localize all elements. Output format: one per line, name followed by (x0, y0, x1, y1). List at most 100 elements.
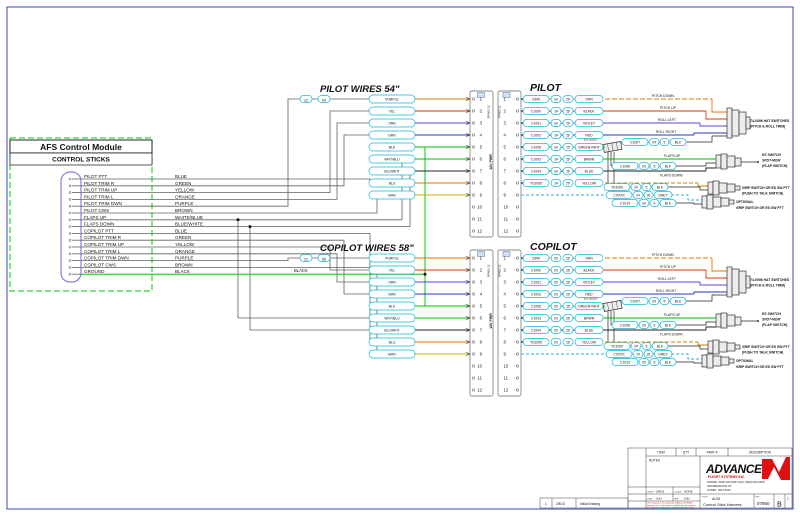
svg-text:TD1009: TD1009 (611, 185, 623, 189)
signal-name: PILOT CWS (84, 208, 109, 213)
wire-length: 26 (566, 256, 570, 260)
rev-date: 2/8/13 (556, 502, 565, 506)
wire-awg: 24 (554, 121, 558, 125)
pin-socket-icon (515, 376, 519, 380)
wire-color: YELLOW (582, 181, 597, 185)
wire-color: GREEN+WHT (578, 304, 600, 308)
svg-text:6: 6 (654, 201, 656, 205)
brand-logo-mark (762, 457, 790, 480)
brand-address-2: CANBY, OR 97013 (707, 488, 731, 492)
pin-number-left: 9 (480, 352, 483, 357)
pin-number-right: 4 (504, 292, 507, 297)
wire-color-label: GRN (388, 134, 396, 138)
flap-switch-label-3: (FLAP SWITCH) (762, 164, 788, 168)
svg-text:26: 26 (647, 193, 651, 197)
wire-color-label: WHT/BLU (384, 158, 400, 162)
pin-number-left: 7 (480, 328, 483, 333)
wire-length: 26 (566, 157, 570, 161)
brand-address-1: 328 REDWOOD ST (707, 484, 732, 488)
pin-socket-icon (471, 205, 475, 209)
pin-number-right: 10 (504, 205, 509, 210)
pin-number-right: 2 (504, 268, 507, 273)
pin-socket-icon (471, 256, 475, 260)
optional-label-2: GRIP SWITCH OR ES SW PTT (736, 365, 785, 369)
hat-switch-label-1: T4-0096 HAT SWITCHES (750, 278, 790, 282)
wire-code: TD1005 (530, 181, 542, 185)
dsub-pin-icon (68, 204, 72, 208)
latch-icon (477, 92, 485, 98)
flap-switch-label-3: (FLAP SWITCH) (762, 323, 788, 327)
pin-socket-icon (515, 340, 519, 344)
signal-wire-color: YELLOW (175, 242, 195, 247)
wire-awg: 24 (554, 268, 558, 272)
signal-wire-color: BLUE (175, 228, 187, 233)
pin-number-left: 1 (480, 97, 483, 102)
pin-number-right: 8 (504, 340, 507, 345)
power-vertical-label: 12V PWR (489, 154, 493, 170)
svg-text:24: 24 (642, 323, 646, 327)
pin-number-right: 9 (504, 352, 507, 357)
pin-socket-icon (471, 121, 475, 125)
copilot-right-wire-rows: C999 24 26 ORN C1000 24 26 BLACK C1001 2… (520, 254, 716, 346)
wire-color-label: PURPLE (385, 257, 399, 261)
col-qty: QTY (683, 451, 690, 455)
signal-name: COPILOT TRIM R (84, 235, 122, 240)
svg-text:24: 24 (642, 201, 646, 205)
signal-wire-color: PURPLE (175, 201, 193, 206)
optional-grip-switch-icon (701, 353, 735, 369)
connector-part-right: 1PWS-12 (498, 264, 502, 277)
notes-label: NOTES (649, 459, 660, 463)
svg-text:BLK: BLK (675, 140, 682, 144)
section-label: COPILOT (530, 241, 578, 253)
wire-length: 26 (566, 133, 570, 137)
junction-dot (423, 272, 427, 276)
signal-name: FLAPS DOWN (84, 222, 114, 227)
wire-length: 26 (566, 340, 570, 344)
wire-length: 26 (566, 292, 570, 296)
wire-color: VIOLET (583, 280, 595, 284)
pin-number-right: 1 (504, 256, 507, 261)
wire-code: C1004 (531, 328, 541, 332)
dsub-pin-icon (68, 259, 72, 262)
wire-code: C1001 (531, 121, 541, 125)
signal-pitch-down: PITCH DOWN (652, 94, 674, 98)
signal-wire-color: YELLOW (175, 188, 195, 193)
wire-awg: 24 (554, 97, 558, 101)
wire-code: C1000 (531, 268, 541, 272)
wire-awg: 24 (554, 292, 558, 296)
signal-roll-left: ROLL LEFT (658, 118, 676, 122)
wire-color: VIOLET (583, 121, 595, 125)
module-signal-rows: PILOT PTT BLUE PILOT TRIM R GREEN PILOT … (68, 174, 203, 276)
pin-socket-icon (471, 181, 475, 185)
pin-number-left: 12 (477, 388, 482, 393)
module-boundary (9, 137, 153, 292)
signal-name: PILOT TRIM R (84, 181, 115, 186)
scale-value: NONE (684, 490, 693, 494)
dsub-pin-icon (68, 266, 72, 269)
pin-socket-icon (471, 268, 475, 272)
pin-socket-icon (515, 157, 519, 161)
svg-text:CXXXX: CXXXX (613, 352, 625, 356)
awg-value: 22 (304, 99, 308, 103)
svg-text:BLK: BLK (675, 299, 682, 303)
flap-switch-icon (715, 312, 759, 329)
wire-awg: 24 (554, 169, 558, 173)
pin-number-left: 10 (477, 364, 482, 369)
svg-text:GREY: GREY (658, 193, 668, 197)
connector-block-right (497, 249, 522, 397)
title-label: TITLE (702, 497, 708, 499)
wire-length: 26 (566, 280, 570, 284)
ptt-label-1: GRIP SWITCH OR ES SW PTT (742, 345, 791, 349)
pin-number-left: 4 (480, 292, 483, 297)
signal-wire-color: ORANGE (175, 249, 195, 254)
pin-number-left: 2 (480, 109, 483, 114)
svg-text:BLK: BLK (657, 185, 664, 189)
signal-wire-color: PURPLE (175, 256, 193, 261)
pin-number-right: 5 (504, 145, 507, 150)
copilot-left-wire-labels: PURPLE YEL ORN GRN BLK WHT/BLU BLU/WHT B… (368, 253, 471, 359)
ferrite-part-label: ES-00019 (584, 297, 598, 301)
flap-switch-label-1: ES SWITCH (762, 153, 781, 157)
pin-socket-icon (471, 193, 475, 197)
pin-socket-icon (471, 340, 475, 344)
